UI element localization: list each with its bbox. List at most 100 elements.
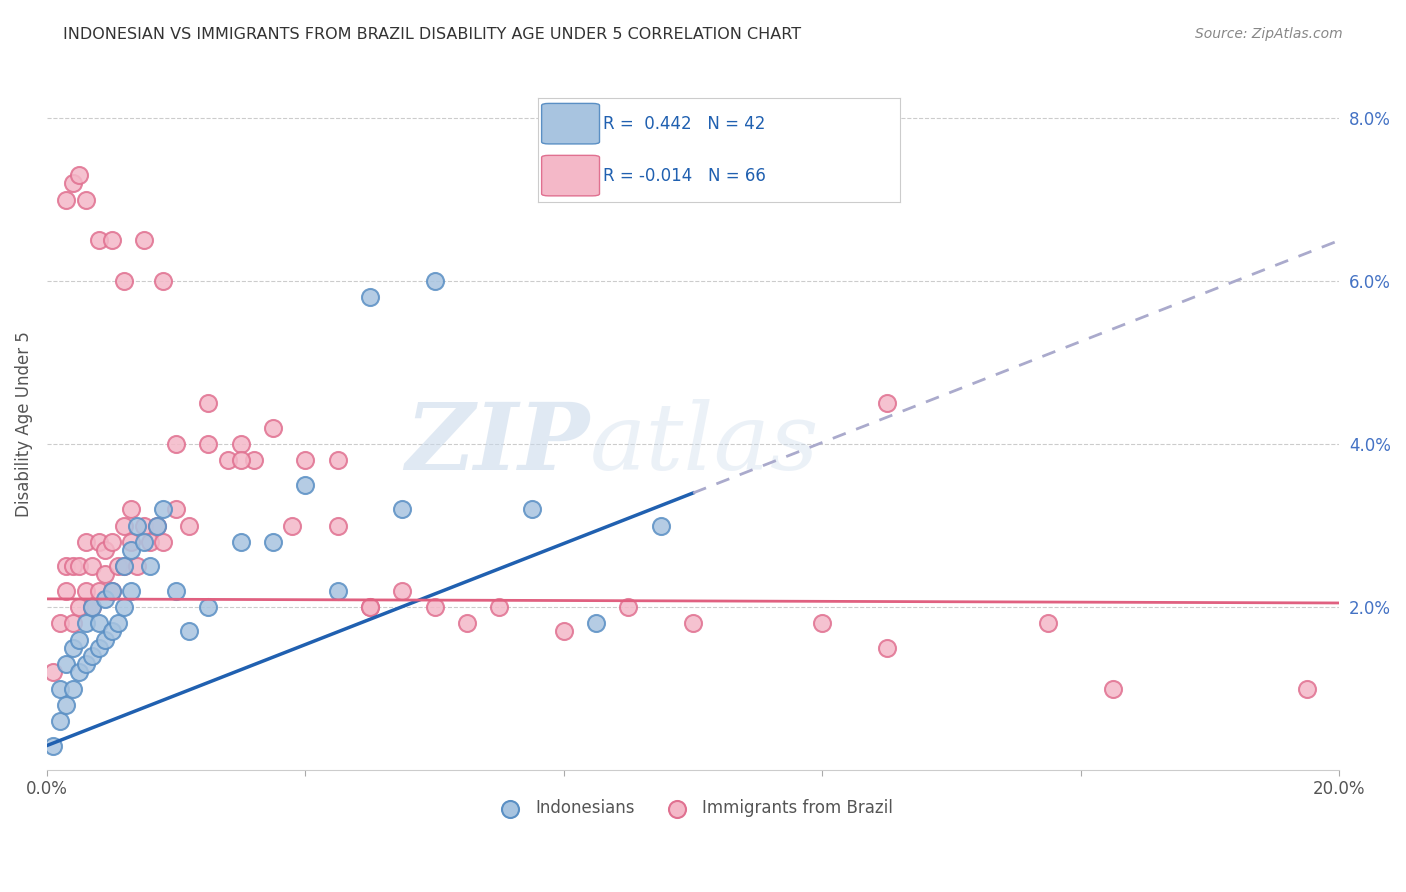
Point bbox=[42, 665, 65, 680]
Point bbox=[120, 502, 142, 516]
Point bbox=[585, 616, 607, 631]
Text: atlas: atlas bbox=[589, 400, 820, 490]
Point bbox=[132, 234, 155, 248]
Point bbox=[120, 543, 142, 558]
Text: Source: ZipAtlas.com: Source: ZipAtlas.com bbox=[1195, 27, 1343, 41]
Point bbox=[145, 518, 167, 533]
Point bbox=[55, 193, 77, 207]
Point bbox=[177, 518, 200, 533]
Point bbox=[49, 714, 72, 728]
Point bbox=[62, 559, 84, 574]
Point bbox=[139, 534, 162, 549]
Point bbox=[177, 624, 200, 639]
Point bbox=[82, 600, 104, 615]
Point bbox=[114, 274, 136, 288]
Point bbox=[42, 739, 65, 753]
Point bbox=[152, 274, 174, 288]
Point bbox=[139, 559, 162, 574]
Point bbox=[229, 437, 252, 451]
Point bbox=[359, 290, 381, 304]
Point bbox=[165, 502, 187, 516]
Point bbox=[326, 518, 349, 533]
Y-axis label: Disability Age Under 5: Disability Age Under 5 bbox=[15, 331, 32, 516]
Point bbox=[107, 559, 129, 574]
Point bbox=[359, 600, 381, 615]
Point bbox=[120, 583, 142, 598]
Point bbox=[49, 681, 72, 696]
Point bbox=[62, 177, 84, 191]
Point bbox=[294, 478, 316, 492]
Point bbox=[94, 543, 117, 558]
Point bbox=[94, 632, 117, 647]
Point bbox=[67, 665, 90, 680]
Point bbox=[876, 640, 898, 655]
Point bbox=[114, 518, 136, 533]
Point bbox=[294, 453, 316, 467]
Point bbox=[132, 534, 155, 549]
Point bbox=[650, 518, 672, 533]
Point bbox=[49, 616, 72, 631]
Point bbox=[67, 632, 90, 647]
Point bbox=[55, 583, 77, 598]
Point bbox=[127, 518, 149, 533]
Point bbox=[75, 616, 97, 631]
Point bbox=[242, 453, 264, 467]
Point bbox=[281, 518, 304, 533]
Point bbox=[391, 502, 413, 516]
Point bbox=[553, 624, 575, 639]
Point bbox=[197, 396, 219, 410]
Point bbox=[423, 600, 446, 615]
Point bbox=[488, 600, 510, 615]
Point bbox=[100, 624, 122, 639]
Point bbox=[682, 616, 704, 631]
Point bbox=[876, 396, 898, 410]
Point bbox=[1102, 681, 1125, 696]
Point bbox=[94, 591, 117, 606]
Point bbox=[1296, 681, 1319, 696]
Point bbox=[87, 616, 110, 631]
Point bbox=[100, 583, 122, 598]
Point bbox=[82, 559, 104, 574]
Point bbox=[262, 534, 284, 549]
Point bbox=[87, 640, 110, 655]
Point bbox=[326, 453, 349, 467]
Point bbox=[67, 168, 90, 182]
Point bbox=[82, 600, 104, 615]
Point bbox=[423, 274, 446, 288]
Point bbox=[811, 616, 834, 631]
Point bbox=[1038, 616, 1060, 631]
Text: ZIP: ZIP bbox=[405, 400, 589, 490]
Point bbox=[114, 600, 136, 615]
Point bbox=[145, 518, 167, 533]
Point bbox=[82, 648, 104, 663]
Point bbox=[107, 616, 129, 631]
Point bbox=[359, 600, 381, 615]
Point bbox=[87, 234, 110, 248]
Point bbox=[229, 453, 252, 467]
Point bbox=[75, 534, 97, 549]
Legend: Indonesians, Immigrants from Brazil: Indonesians, Immigrants from Brazil bbox=[486, 793, 898, 824]
Point bbox=[87, 534, 110, 549]
Point bbox=[87, 583, 110, 598]
Point bbox=[75, 657, 97, 671]
Point bbox=[55, 559, 77, 574]
Point bbox=[100, 583, 122, 598]
Point bbox=[456, 616, 478, 631]
Point bbox=[197, 600, 219, 615]
Point bbox=[94, 567, 117, 582]
Point bbox=[67, 600, 90, 615]
Point bbox=[262, 421, 284, 435]
Point bbox=[114, 559, 136, 574]
Point bbox=[132, 518, 155, 533]
Point bbox=[152, 502, 174, 516]
Point bbox=[100, 534, 122, 549]
Point bbox=[197, 437, 219, 451]
Point bbox=[127, 559, 149, 574]
Point bbox=[100, 234, 122, 248]
Point bbox=[114, 559, 136, 574]
Point bbox=[62, 640, 84, 655]
Point bbox=[165, 583, 187, 598]
Point bbox=[520, 502, 543, 516]
Point bbox=[229, 534, 252, 549]
Point bbox=[62, 616, 84, 631]
